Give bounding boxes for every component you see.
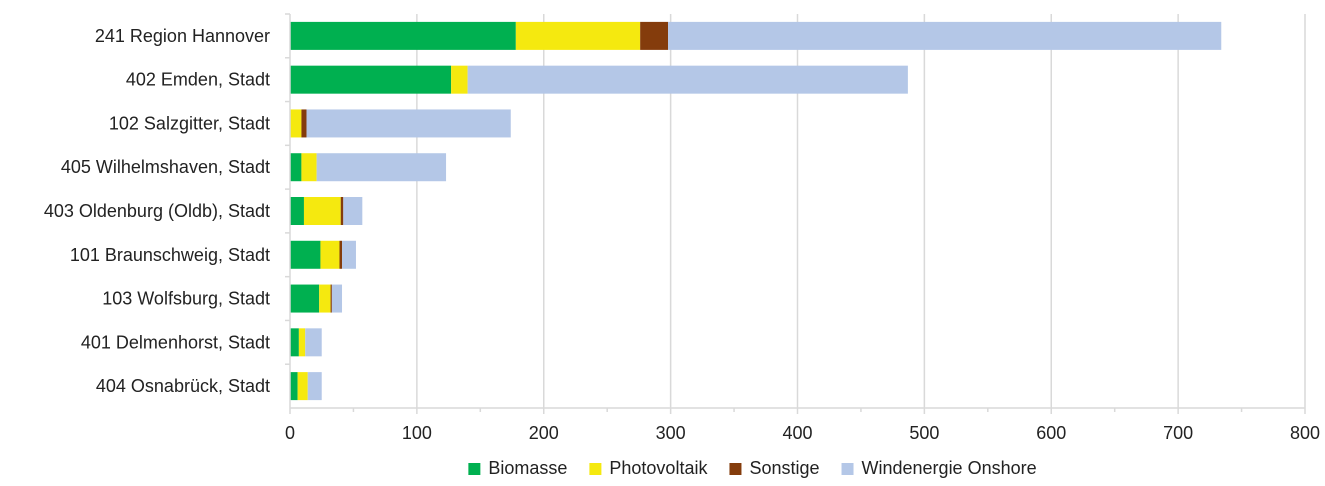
bar-segment-windenergie-onshore (668, 21, 1222, 50)
bar-segment-biomasse (290, 240, 321, 269)
category-label: 401 Delmenhorst, Stadt (81, 332, 270, 352)
legend-label: Biomasse (488, 458, 567, 478)
category-label: 404 Osnabrück, Stadt (96, 376, 270, 396)
legend-label: Windenergie Onshore (862, 458, 1037, 478)
bar-segment-windenergie-onshore (342, 240, 356, 269)
bar-segment-photovoltaik (298, 328, 306, 357)
bar-segment-photovoltaik (290, 109, 302, 138)
category-label: 101 Braunschweig, Stadt (70, 245, 270, 265)
bar-segment-biomasse (290, 65, 452, 94)
bar-segment-biomasse (290, 21, 516, 50)
legend-label: Photovoltaik (609, 458, 708, 478)
bar-segment-biomasse (290, 372, 298, 401)
axes (285, 13, 1306, 414)
x-tick-label: 800 (1290, 423, 1320, 443)
x-tick-label: 200 (529, 423, 559, 443)
bar-segment-windenergie-onshore (316, 153, 447, 182)
category-label: 102 Salzgitter, Stadt (109, 113, 270, 133)
bar-segment-photovoltaik (451, 65, 468, 94)
bar-segment-windenergie-onshore (306, 109, 511, 138)
x-tick-label: 100 (402, 423, 432, 443)
bar-segment-biomasse (290, 328, 299, 357)
bar-segment-biomasse (290, 197, 304, 225)
bar-segment-photovoltaik (320, 240, 340, 269)
bar-segment-biomasse (290, 153, 302, 182)
bar-segment-biomasse (290, 284, 320, 313)
bar-segment-windenergie-onshore (307, 372, 322, 401)
bar-segment-photovoltaik (515, 21, 641, 50)
category-label: 402 Emden, Stadt (126, 70, 270, 90)
legend-swatch (589, 463, 602, 475)
legend-swatch (729, 463, 742, 475)
bar-segment-photovoltaik (303, 197, 341, 225)
bar-segment-sonstige (339, 240, 343, 269)
bar-segment-windenergie-onshore (331, 284, 343, 313)
x-tick-labels: 0 100 200 300 400 500 600 700 800 (285, 423, 1320, 443)
bar-segment-sonstige (640, 21, 669, 50)
bar-segment-sonstige (330, 284, 332, 313)
category-labels: 241 Region Hannover 402 Emden, Stadt 102 S… (44, 26, 270, 396)
bar-segment-windenergie-onshore (305, 328, 322, 357)
category-label: 241 Region Hannover (95, 26, 270, 46)
bars (290, 21, 1222, 401)
legend-swatch (468, 463, 481, 475)
bar-segment-sonstige (301, 109, 307, 138)
x-tick-label: 300 (656, 423, 686, 443)
x-tick-label: 700 (1163, 423, 1193, 443)
bar-segment-windenergie-onshore (343, 197, 363, 225)
bar-segment-sonstige (340, 197, 344, 225)
bar-segment-photovoltaik (319, 284, 331, 313)
legend-label: Sonstige (749, 458, 819, 478)
legend: Biomasse Photovoltaik Sonstige Windenergie … (468, 458, 1037, 478)
x-tick-label: 400 (782, 423, 812, 443)
x-tick-label: 500 (909, 423, 939, 443)
bar-segment-windenergie-onshore (467, 65, 908, 94)
legend-swatch (841, 463, 854, 475)
bar-segment-photovoltaik (297, 372, 308, 401)
category-label: 405 Wilhelmshaven, Stadt (61, 157, 270, 177)
x-tick-label: 600 (1036, 423, 1066, 443)
category-label: 403 Oldenburg (Oldb), Stadt (44, 201, 270, 221)
x-tick-label: 0 (285, 423, 295, 443)
category-label: 103 Wolfsburg, Stadt (102, 289, 270, 309)
bar-segment-photovoltaik (301, 153, 317, 182)
